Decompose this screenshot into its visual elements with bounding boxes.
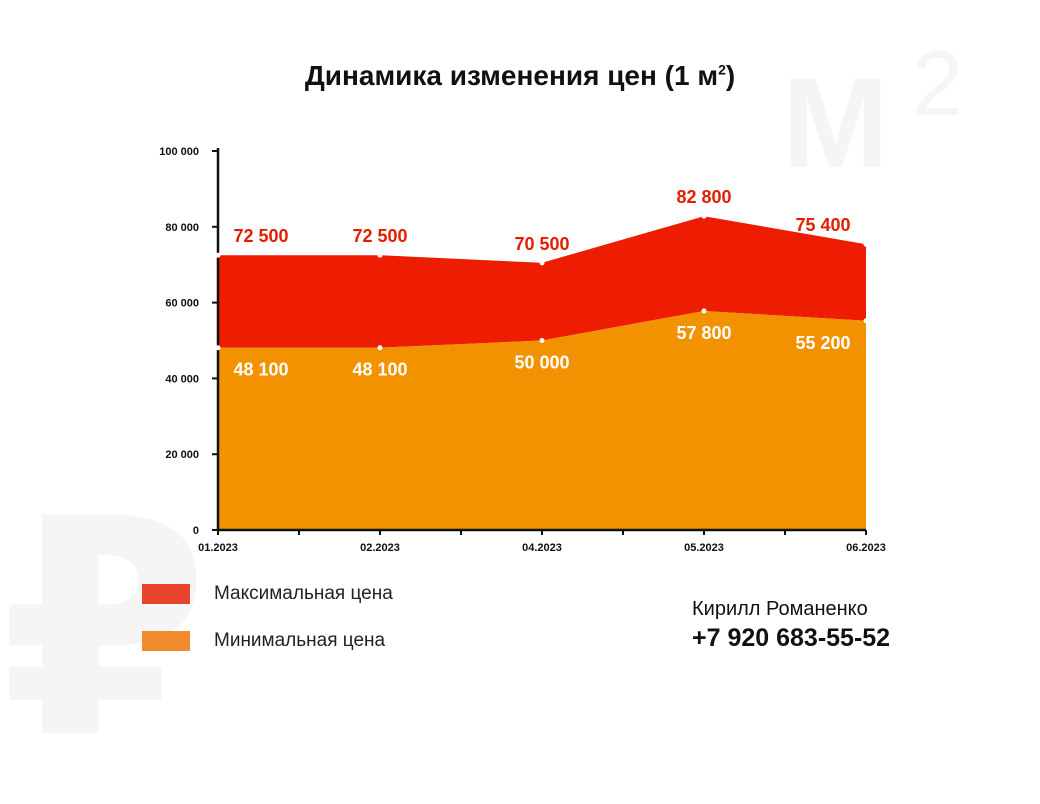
min-price-area	[218, 310, 866, 530]
max-point	[377, 252, 383, 258]
max-point	[863, 241, 869, 247]
m2-watermark: М 2	[782, 38, 1022, 195]
m-watermark-letter: М	[782, 52, 889, 195]
x-tick-label: 04.2023	[522, 542, 562, 554]
max-data-label: 72 500	[352, 226, 407, 246]
min-point	[377, 345, 383, 351]
x-tick-label: 01.2023	[198, 542, 238, 554]
max-data-label: 70 500	[514, 234, 569, 254]
contact-name: Кирилл Романенко	[692, 598, 868, 620]
min-point	[863, 318, 869, 324]
y-tick-label: 40 000	[165, 373, 199, 385]
min-point	[701, 308, 707, 314]
max-data-label: 82 800	[676, 187, 731, 207]
max-price-area	[218, 216, 866, 348]
y-tick-label: 20 000	[165, 449, 199, 461]
y-tick-label: 60 000	[165, 298, 199, 310]
max-data-label: 75 400	[795, 215, 850, 235]
min-data-label: 48 100	[352, 360, 407, 380]
legend-label-min: Минимальная цена	[214, 630, 386, 651]
min-data-label: 57 800	[676, 323, 731, 343]
max-point	[701, 213, 707, 219]
min-data-label: 55 200	[795, 333, 850, 353]
legend-label-max: Максимальная цена	[214, 583, 393, 604]
y-tick-label: 100 000	[159, 146, 199, 158]
min-data-label: 48 100	[233, 360, 288, 380]
max-data-label: 72 500	[233, 226, 288, 246]
chart-title-sup: 2	[718, 61, 726, 78]
contact-phone: +7 920 683-55-52	[692, 624, 891, 652]
legend-item-max: Максимальная цена	[142, 582, 393, 606]
legend-swatch-min	[142, 631, 190, 651]
max-point	[215, 252, 221, 258]
chart-title-text: Динамика изменения цен (1 м	[304, 60, 719, 91]
max-point	[539, 260, 545, 266]
min-point	[215, 345, 221, 351]
contact-block: Кирилл Романенко +7 920 683-55-52	[692, 598, 890, 653]
legend-item-min: Минимальная цена	[142, 629, 385, 653]
x-tick-label: 06.2023	[846, 542, 886, 554]
legend-swatch-max	[142, 584, 190, 604]
min-data-label: 50 000	[514, 353, 569, 373]
area-chart: 0 20 000 40 000 60 000 80 000 100 000 01.2023 0…	[159, 146, 886, 554]
x-tick-label: 05.2023	[684, 542, 724, 554]
min-point	[539, 338, 545, 343]
y-tick-label: 80 000	[165, 222, 199, 234]
m-watermark-sup: 2	[912, 33, 964, 135]
chart-title: Динамика изменения цен (1 м2)	[304, 60, 736, 91]
x-tick-label: 02.2023	[360, 542, 400, 554]
y-tick-label: 0	[193, 525, 199, 537]
